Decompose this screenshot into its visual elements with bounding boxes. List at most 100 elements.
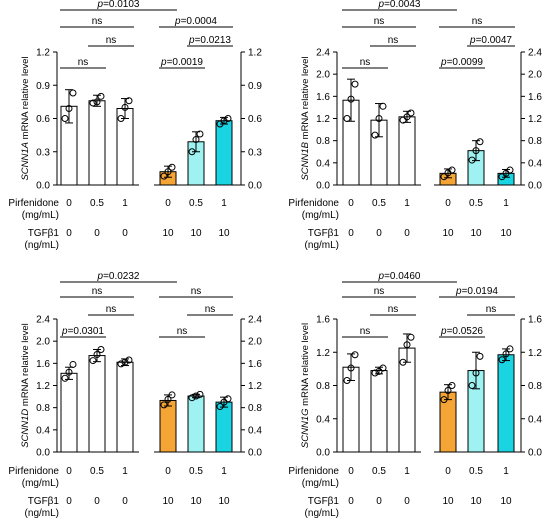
data-point	[93, 350, 101, 358]
pirfenidone-dose: 1	[221, 198, 227, 209]
data-point	[117, 360, 125, 368]
significance-value: =0.0019	[167, 57, 204, 68]
data-point	[468, 156, 476, 164]
data-point	[69, 360, 77, 368]
tgfb1-dose: 10	[218, 228, 230, 239]
tgfb1-dose: 0	[94, 496, 100, 507]
tgfb1-dose: 10	[500, 228, 512, 239]
significance-value: =0.0213	[195, 35, 232, 46]
pirfenidone-label: Pirfenidone	[288, 466, 339, 477]
tgfb1-dose: 10	[190, 228, 202, 239]
significance-label: ns	[92, 286, 103, 297]
tgfb1-dose: 10	[442, 496, 454, 507]
y-tick-label-left: 0.6	[36, 114, 50, 125]
chart-panel-1: 0.0 0.0 0.3 0.3 0.6 0.6 0.9 0.9 1.2 1.2 SCNN1A mRN…	[8, 0, 262, 251]
significance-label: ns	[472, 16, 483, 27]
y-tick-label-right: 0.4	[528, 414, 542, 425]
data-point	[440, 173, 448, 181]
data-point	[216, 403, 224, 411]
y-tick-label-right: 0.4	[248, 425, 262, 436]
y-axis-label-text: mRNA relative level	[20, 323, 31, 409]
tgfb1-dose: 10	[470, 496, 482, 507]
significance-label: p=0.0232	[97, 271, 140, 282]
tgfb1-dose: 10	[162, 228, 174, 239]
tgfb1-dose: 0	[94, 228, 100, 239]
data-point	[164, 168, 172, 176]
y-tick-label-right: 1.6	[528, 315, 542, 326]
tgfb1-dose: 10	[190, 496, 202, 507]
data-point	[224, 395, 232, 403]
pirfenidone-dose: 0	[445, 198, 451, 209]
data-point	[379, 102, 387, 110]
data-point	[444, 386, 452, 394]
tgfb1-dose: 0	[348, 496, 354, 507]
bar	[215, 120, 233, 186]
bar	[398, 116, 416, 186]
bar	[439, 391, 457, 453]
data-point	[448, 382, 456, 389]
data-point	[379, 364, 387, 372]
data-point	[343, 377, 351, 385]
pirfenidone-label: Pirfenidone	[8, 198, 59, 209]
y-tick-label-left: 0.4	[316, 158, 330, 169]
data-point	[192, 136, 200, 144]
significance-label: p=0.0004	[174, 16, 217, 27]
y-tick-label-left: 0.8	[36, 403, 50, 414]
significance-label: ns	[205, 304, 216, 315]
y-axis-label-gene: SCNN1B	[300, 141, 311, 180]
data-point	[343, 115, 351, 122]
bar	[60, 372, 78, 453]
significance-p: p	[378, 0, 385, 10]
significance-label: ns	[92, 16, 103, 27]
y-axis-label-gene: SCNN1G	[300, 408, 311, 448]
tgfb1-dose: 10	[162, 496, 174, 507]
significance-value: =0.0047	[476, 35, 513, 46]
significance-label: p=0.0099	[440, 57, 483, 68]
data-point	[347, 364, 355, 372]
significance-label: p=0.0526	[440, 326, 483, 337]
pirfenidone-dose: 0	[165, 198, 171, 209]
bar	[116, 108, 134, 186]
data-point	[89, 99, 97, 107]
y-tick-label-right: 0.8	[248, 403, 262, 414]
data-point	[168, 391, 176, 399]
pirfenidone-dose: 1	[122, 198, 128, 209]
tgfb1-dose: 10	[442, 228, 454, 239]
significance-label: ns	[360, 57, 371, 68]
y-tick-label-left: 0.3	[36, 147, 50, 158]
data-point	[168, 163, 176, 171]
significance-p: p	[188, 35, 195, 46]
pirfenidone-dose: 0.5	[90, 466, 104, 477]
data-point	[224, 115, 232, 122]
data-point	[375, 115, 383, 122]
data-point	[65, 105, 73, 113]
pirfenidone-dose: 1	[221, 466, 227, 477]
pirfenidone-dose: 0	[445, 466, 451, 477]
significance-value: =0.0043	[384, 0, 421, 10]
data-point	[506, 166, 514, 174]
significance-p: p	[440, 326, 447, 337]
y-tick-label-left: 1.6	[316, 92, 330, 103]
y-tick-label-left: 2.4	[36, 315, 50, 326]
bar	[88, 100, 106, 186]
chart-panel-4: 0.0 0.0 0.4 0.4 0.8 0.8 1.2 1.2 1.6 1.6 SCNN1G mRN…	[288, 271, 542, 519]
significance-label: p=0.0213	[188, 35, 231, 46]
significance-label: ns	[486, 304, 497, 315]
tgfb1-dose: 0	[404, 496, 410, 507]
significance-p: p	[455, 286, 462, 297]
pirfenidone-dose: 0.5	[189, 466, 203, 477]
significance-label: ns	[191, 286, 202, 297]
y-tick-label-right: 0.8	[528, 381, 542, 392]
y-axis-label-text: mRNA relative level	[300, 56, 311, 142]
data-point	[351, 80, 359, 88]
y-tick-label-right: 0.0	[528, 448, 542, 459]
tgfb1-dose: 10	[470, 228, 482, 239]
y-tick-label-right: 1.2	[528, 114, 542, 125]
bar	[497, 354, 515, 453]
pirfenidone-dose: 0.5	[469, 466, 483, 477]
significance-p: p	[174, 16, 181, 27]
y-tick-label-left: 0.8	[316, 136, 330, 147]
data-point	[351, 351, 359, 359]
data-point	[220, 117, 228, 125]
pirfenidone-dose: 1	[503, 198, 509, 209]
